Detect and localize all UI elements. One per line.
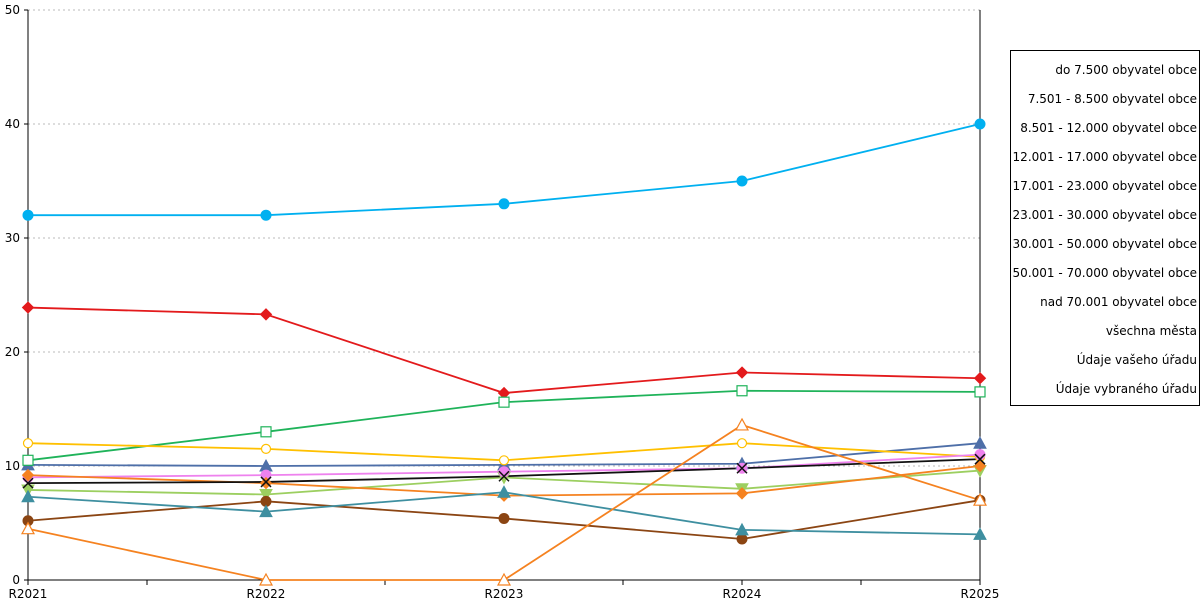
- data-point: [735, 522, 749, 536]
- data-point: [259, 476, 273, 490]
- data-point: [736, 438, 748, 449]
- data-point: [20, 521, 36, 535]
- legend-item: všechna města: [1105, 324, 1197, 338]
- data-point: [498, 512, 510, 524]
- y-tick-label: 30: [5, 231, 20, 245]
- y-tick-label: 10: [5, 459, 20, 473]
- legend-item: Údaje vašeho úřadu: [1076, 353, 1197, 367]
- y-tick-label: 20: [5, 345, 20, 359]
- y-tick-label: 0: [12, 573, 20, 587]
- data-point: [498, 455, 510, 466]
- series-line-2: [27, 306, 981, 394]
- legend-item: 23.001 - 30.000 obyvatel obce: [1012, 208, 1197, 222]
- data-point: [736, 175, 748, 187]
- tick-labels: 0 10 20 30 40 50 R2021 R2022 R2023 R2024 R2025: [5, 3, 1000, 600]
- data-point: [259, 489, 273, 502]
- data-point: [259, 504, 273, 518]
- data-point: [736, 462, 748, 474]
- data-point: [735, 487, 749, 500]
- x-tick-label: R2022: [247, 587, 286, 600]
- data-point: [734, 417, 750, 431]
- legend-item: nad 70.001 obyvatel obce: [1040, 295, 1197, 309]
- data-point: [498, 470, 510, 482]
- data-point: [496, 572, 512, 586]
- data-point: [736, 533, 748, 545]
- x-tick-label: R2023: [485, 587, 524, 600]
- data-point: [258, 572, 274, 586]
- legend-item: Údaje vybraného úřadu: [1055, 382, 1197, 396]
- legend-item: 17.001 - 23.000 obyvatel obce: [1012, 179, 1197, 193]
- data-point: [22, 454, 34, 466]
- data-point: [260, 209, 272, 221]
- data-point: [973, 527, 987, 540]
- x-tick-label: R2025: [961, 587, 1000, 600]
- data-point-stroke: [736, 462, 748, 474]
- y-tick-label: 50: [5, 3, 20, 17]
- legend-item: 8.501 - 12.000 obyvatel obce: [1020, 121, 1197, 135]
- x-tick-label: R2024: [723, 587, 762, 600]
- data-point: [973, 436, 987, 449]
- data-point: [22, 438, 34, 449]
- legend-item: 30.001 - 50.000 obyvatel obce: [1012, 237, 1197, 251]
- data-point: [21, 489, 35, 503]
- data-point: [498, 396, 510, 408]
- data-point: [22, 477, 34, 489]
- data-point-stroke: [974, 453, 986, 465]
- data-point: [21, 301, 35, 314]
- data-point: [260, 476, 272, 488]
- legend-item: 7.501 - 8.500 obyvatel obce: [1027, 92, 1197, 106]
- data-point: [498, 198, 510, 210]
- legend-item: 12.001 - 17.000 obyvatel obce: [1012, 150, 1197, 164]
- data-point: [260, 426, 272, 438]
- data-point: [22, 209, 34, 221]
- legend: do 7.500 obyvatel obce 7.501 - 8.500 obyv…: [1010, 50, 1200, 406]
- data-point: [497, 485, 511, 498]
- data-point: [973, 459, 987, 473]
- y-tick-label: 40: [5, 117, 20, 131]
- legend-item: do 7.500 obyvatel obce: [1055, 63, 1197, 77]
- data-point: [974, 118, 986, 130]
- data-point: [974, 386, 986, 398]
- data-point: [260, 443, 272, 454]
- data-point: [972, 492, 988, 506]
- legend-item: 50.001 - 70.000 obyvatel obce: [1012, 266, 1197, 280]
- data-point: [259, 308, 273, 321]
- data-point: [735, 366, 749, 379]
- data-point-stroke: [498, 470, 510, 482]
- series-markers: [20, 118, 988, 586]
- data-point-stroke: [260, 476, 272, 488]
- data-point-stroke: [22, 477, 34, 489]
- data-point: [974, 453, 986, 465]
- x-tick-label: R2021: [9, 587, 48, 600]
- data-point: [973, 372, 987, 385]
- data-point: [736, 385, 748, 397]
- data-point: [21, 468, 35, 482]
